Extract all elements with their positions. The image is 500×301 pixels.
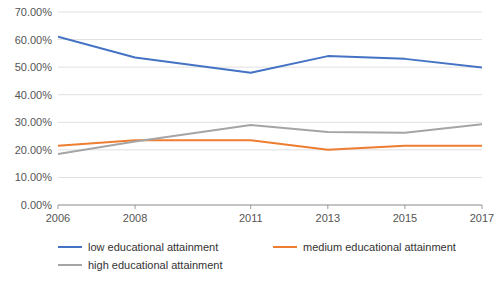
x-tick	[327, 205, 328, 209]
grid-line	[58, 205, 482, 206]
series-line	[58, 140, 482, 150]
x-tick-label: 2013	[316, 212, 340, 224]
x-tick-label: 2015	[393, 212, 417, 224]
x-tick-label: 2017	[470, 212, 494, 224]
chart-container: 0.00% 10.00% 20.00% 30.00% 40.00% 50.00% 60.00…	[0, 0, 500, 301]
y-tick-label: 50.00%	[15, 61, 53, 73]
series-line	[58, 37, 482, 73]
legend-swatch	[58, 246, 82, 248]
legend-label: high educational attainment	[88, 259, 223, 271]
legend: low educational attainment medium educati…	[58, 241, 456, 271]
plot-area	[58, 37, 482, 154]
x-tick-label: 2008	[123, 212, 147, 224]
y-tick-label: 30.00%	[15, 116, 53, 128]
x-tick	[58, 205, 59, 209]
legend-label: low educational attainment	[88, 241, 218, 253]
y-tick-label: 60.00%	[15, 34, 53, 46]
grid-line	[58, 149, 482, 150]
grid-line	[58, 122, 482, 123]
x-tick	[250, 205, 251, 209]
y-tick-label: 40.00%	[15, 89, 53, 101]
x-tick-label: 2006	[46, 212, 70, 224]
y-tick-label: 10.00%	[15, 171, 53, 183]
grid-line	[58, 67, 482, 68]
y-grid	[58, 12, 482, 205]
y-tick-label: 0.00%	[21, 199, 52, 211]
x-tick-label: 2011	[239, 212, 263, 224]
grid-line	[58, 12, 482, 13]
grid-line	[58, 39, 482, 40]
x-axis-line	[58, 205, 482, 206]
grid-line	[58, 94, 482, 95]
series-line	[58, 124, 482, 154]
x-tick	[135, 205, 136, 209]
x-tick	[404, 205, 405, 209]
y-tick-label: 70.00%	[15, 6, 53, 18]
legend-swatch	[273, 246, 297, 248]
legend-swatch	[58, 264, 82, 266]
grid-line	[58, 177, 482, 178]
chart: 0.00% 10.00% 20.00% 30.00% 40.00% 50.00% 60.00…	[0, 0, 500, 301]
y-tick-label: 20.00%	[15, 144, 53, 156]
legend-label: medium educational attainment	[303, 241, 456, 253]
x-tick	[482, 205, 483, 209]
